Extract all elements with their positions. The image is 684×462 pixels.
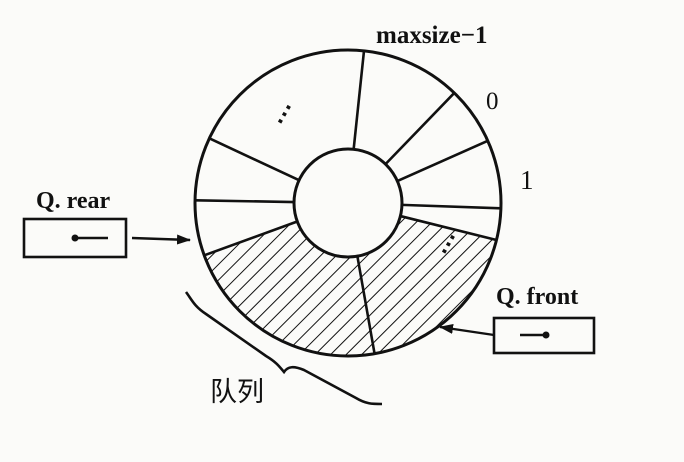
ring-group xyxy=(193,48,503,358)
slot-divider xyxy=(356,255,376,354)
label-maxsize-minus-1: maxsize−1 xyxy=(376,22,488,49)
q-rear-box xyxy=(22,217,128,259)
queue-occupied-sector xyxy=(204,216,497,356)
slot-divider xyxy=(401,203,501,210)
q-front-arrow xyxy=(439,323,495,337)
q-front-box xyxy=(492,316,596,355)
label-index-1: 1 xyxy=(520,165,534,195)
ring-inner-circle xyxy=(292,147,404,259)
slot-divider xyxy=(195,199,295,204)
slot-divider xyxy=(352,50,366,150)
label-queue: 队列 xyxy=(210,377,264,408)
pointer-group xyxy=(22,217,596,406)
q-rear-arrow xyxy=(131,234,191,245)
label-q-front: Q. front xyxy=(496,284,579,310)
ring-outer-circle xyxy=(193,48,503,358)
label-q-rear: Q. rear xyxy=(36,188,111,214)
label-index-0: 0 xyxy=(486,88,499,115)
slot-divider xyxy=(400,214,497,242)
slot-divider xyxy=(396,139,489,183)
slot-divider xyxy=(208,137,300,182)
slot-divider xyxy=(384,92,456,166)
slot-divider xyxy=(203,220,298,257)
queue-brace xyxy=(184,291,383,406)
